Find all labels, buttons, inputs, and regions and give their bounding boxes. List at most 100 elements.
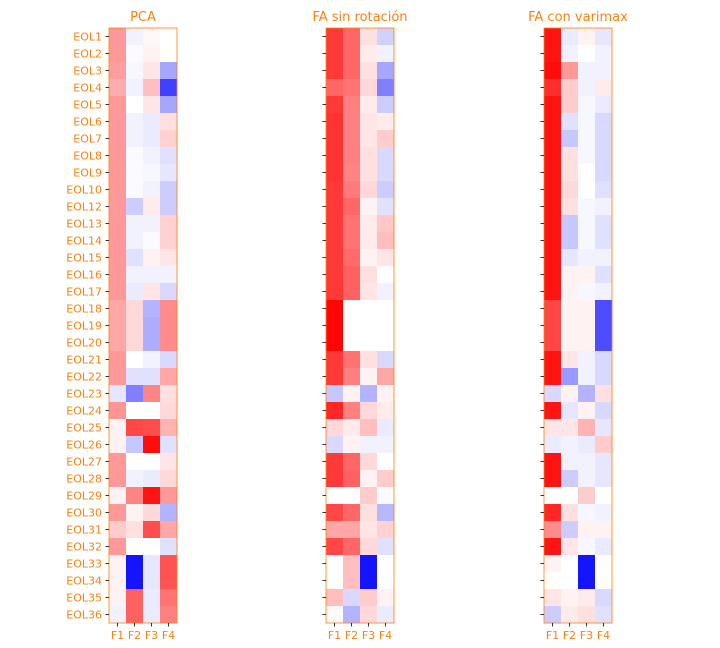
heatmap-cell (377, 351, 395, 369)
y-tick-label: EOL29 (66, 490, 102, 503)
heatmap-cell (343, 351, 361, 369)
heatmap-cell (126, 453, 144, 471)
heatmap-cell (126, 487, 144, 505)
heatmap-cell (544, 402, 562, 420)
heatmap-panel-3: FA con varimax F1 F2 F3 F4 (528, 10, 628, 642)
heatmap-cell (561, 538, 579, 556)
heatmap-cell (160, 334, 178, 352)
heatmap-cell (377, 198, 395, 216)
x-tick-label: F4 (162, 629, 175, 642)
heatmap-cell (326, 28, 344, 46)
heatmap-cell (160, 147, 178, 165)
heatmap-cell (109, 351, 127, 369)
heatmap-cell (143, 232, 161, 250)
heatmap-cell (377, 606, 395, 624)
heatmap-cell (126, 45, 144, 63)
heatmap-cell (109, 96, 127, 114)
heatmap-cell (326, 317, 344, 335)
heatmap-cell (343, 334, 361, 352)
heatmap-cell (360, 283, 378, 301)
heatmap-cell (578, 28, 596, 46)
heatmap-cell (595, 351, 613, 369)
heatmap-cell (160, 419, 178, 437)
heatmap-cell (326, 113, 344, 131)
heatmap-cell (595, 147, 613, 165)
heatmap-cell (143, 453, 161, 471)
heatmap-cell (126, 351, 144, 369)
heatmap-cell (360, 130, 378, 148)
heatmap-cell (578, 130, 596, 148)
heatmap-cell (360, 96, 378, 114)
heatmap-cell (377, 232, 395, 250)
heatmap-cell (143, 470, 161, 488)
heatmap-cell (561, 113, 579, 131)
heatmap-cell (360, 249, 378, 267)
heatmap-cell (143, 147, 161, 165)
heatmap-cell (109, 589, 127, 607)
heatmap-cell (377, 266, 395, 284)
heatmap-cell (343, 436, 361, 454)
heatmap-cell (109, 232, 127, 250)
heatmap-cell (578, 283, 596, 301)
heatmap-cell (143, 521, 161, 539)
heatmap-cell (561, 504, 579, 522)
heatmap-cell (544, 28, 562, 46)
y-tick-label: EOL24 (66, 405, 102, 418)
heatmap-cell (143, 198, 161, 216)
heatmap-cell (160, 589, 178, 607)
heatmap-cell (544, 385, 562, 403)
heatmap-cell (326, 402, 344, 420)
heatmap-cell (126, 606, 144, 624)
heatmap-cell (561, 62, 579, 80)
heatmap-cell (143, 113, 161, 131)
x-tick-label: F2 (345, 629, 358, 642)
heatmap-cell (126, 62, 144, 80)
y-tick-label: EOL1 (73, 31, 102, 44)
heatmap-cell (578, 215, 596, 233)
heatmap-cell (360, 538, 378, 556)
heatmap-cell (544, 453, 562, 471)
heatmap-cell (578, 419, 596, 437)
y-tick-label: EOL16 (66, 269, 102, 282)
y-tick-label: EOL19 (66, 320, 102, 333)
heatmap-cell (126, 232, 144, 250)
heatmap-cell (326, 436, 344, 454)
heatmap-cell (561, 589, 579, 607)
heatmap-cell (360, 351, 378, 369)
heatmap-cell (109, 402, 127, 420)
heatmap-cell (544, 96, 562, 114)
heatmap-cell (578, 164, 596, 182)
heatmap-cell (578, 589, 596, 607)
heatmap-cell (561, 283, 579, 301)
heatmap-cell (109, 215, 127, 233)
heatmap-cell (160, 130, 178, 148)
heatmap-cell (595, 606, 613, 624)
heatmap-cell (326, 385, 344, 403)
heatmap-cell (595, 28, 613, 46)
heatmap-cell (377, 113, 395, 131)
heatmap-cell (544, 79, 562, 97)
heatmap-cell (595, 436, 613, 454)
heatmap-cell (326, 147, 344, 165)
heatmap-cell (561, 351, 579, 369)
heatmap-cell (109, 317, 127, 335)
heatmap-cell (126, 436, 144, 454)
heatmap-cell (326, 351, 344, 369)
chart-title: FA con varimax (528, 10, 628, 25)
heatmap-cell (360, 504, 378, 522)
heatmap-cell (578, 572, 596, 590)
heatmap-cell (143, 130, 161, 148)
heatmap-cell (360, 589, 378, 607)
heatmap-cell (561, 164, 579, 182)
heatmap-cell (595, 96, 613, 114)
heatmap-cell (160, 487, 178, 505)
heatmap-cell (109, 79, 127, 97)
y-tick-label: EOL23 (66, 388, 102, 401)
heatmap-cell (343, 589, 361, 607)
heatmap-cell (377, 385, 395, 403)
heatmap-cell (160, 96, 178, 114)
heatmap-cell (561, 232, 579, 250)
heatmap-cell (561, 555, 579, 573)
y-tick-label: EOL26 (66, 439, 102, 452)
heatmap-cell (360, 436, 378, 454)
